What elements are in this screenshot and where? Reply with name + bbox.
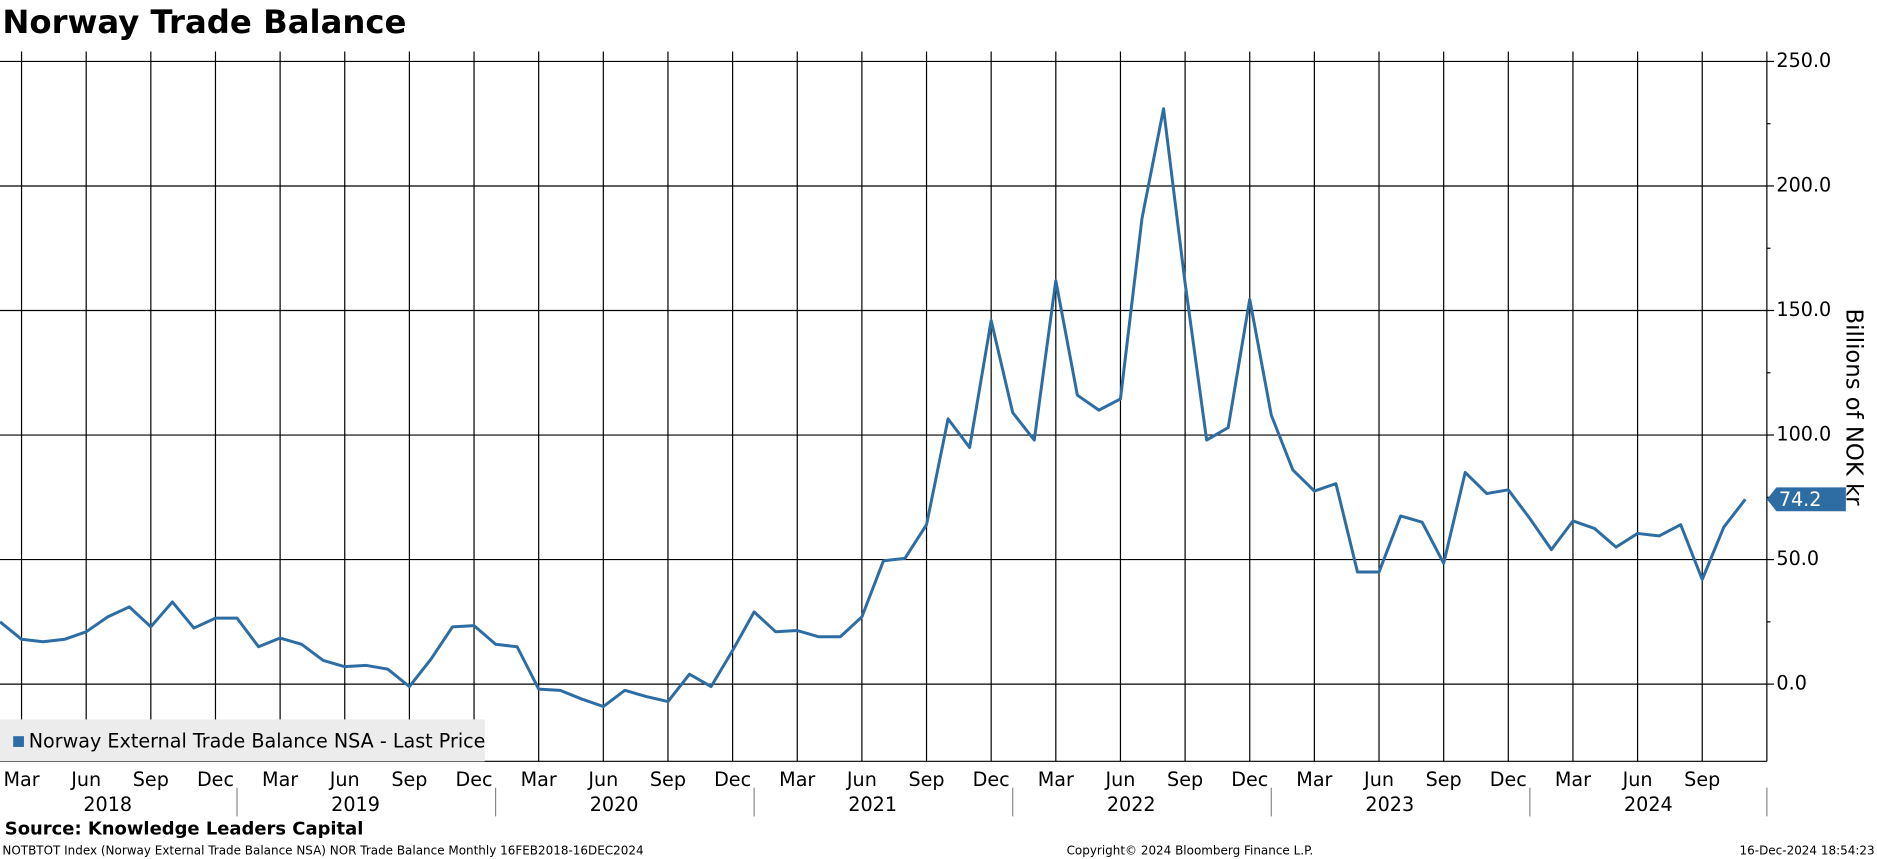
x-tick-label: Mar (779, 768, 815, 791)
footer-center: Copyright© 2024 Bloomberg Finance L.P. (1067, 844, 1314, 858)
y-tick-label: 50.0 (1776, 547, 1819, 570)
year-label: 2023 (1365, 793, 1414, 816)
x-tick-label: Mar (521, 768, 557, 791)
x-tick-label: Sep (1426, 768, 1462, 791)
x-tick-label: Dec (1490, 768, 1527, 791)
x-tick-label: Mar (1296, 768, 1332, 791)
x-tick-label: Jun (846, 768, 877, 791)
line-series (0, 107, 1747, 709)
x-tick-label: Dec (973, 768, 1010, 791)
x-tick-label: Jun (1104, 768, 1135, 791)
x-tick-label: Dec (456, 768, 493, 791)
year-label: 2018 (83, 793, 132, 816)
x-tick-label: Jun (587, 768, 618, 791)
year-label: 2024 (1624, 793, 1673, 816)
x-tick-label: Sep (391, 768, 427, 791)
x-tick-label: Dec (1231, 768, 1268, 791)
footer-right: 16-Dec-2024 18:54:23 (1740, 844, 1875, 858)
y-axis-label: Billions of NOK kr (1841, 309, 1867, 507)
x-tick-label: Sep (908, 768, 944, 791)
legend-swatch (13, 736, 24, 747)
footer-left: NOTBTOT Index (Norway External Trade Bal… (2, 844, 643, 858)
y-tick-label: 100.0 (1776, 423, 1831, 446)
x-tick-label: Dec (197, 768, 234, 791)
x-tick-label: Mar (1038, 768, 1074, 791)
y-tick-label: 150.0 (1776, 298, 1831, 321)
last-value-tag (1766, 487, 1846, 512)
x-tick-label: Jun (70, 768, 101, 791)
legend-box (0, 719, 485, 762)
legend-label: Norway External Trade Balance NSA - Last… (29, 730, 486, 753)
x-tick-label: Sep (1167, 768, 1203, 791)
x-tick-label: Dec (714, 768, 751, 791)
source: Source: Knowledge Leaders Capital (5, 819, 364, 840)
year-label: 2020 (590, 793, 639, 816)
x-tick-label: Jun (1622, 768, 1653, 791)
y-tick-label: 0.0 (1776, 672, 1806, 695)
x-tick-label: Jun (329, 768, 360, 791)
y-tick-label: 250.0 (1776, 49, 1831, 72)
x-tick-label: Sep (133, 768, 169, 791)
year-label: 2021 (848, 793, 897, 816)
x-tick-label: Mar (262, 768, 298, 791)
chart-title: Norway Trade Balance (2, 3, 406, 41)
x-tick-label: Mar (3, 768, 39, 791)
year-label: 2022 (1107, 793, 1156, 816)
x-tick-label: Mar (1555, 768, 1591, 791)
last-value-label: 74.2 (1779, 488, 1822, 511)
y-tick-label: 200.0 (1776, 173, 1831, 196)
x-tick-label: Sep (650, 768, 686, 791)
year-label: 2019 (331, 793, 380, 816)
x-tick-label: Sep (1684, 768, 1720, 791)
x-tick-label: Jun (1363, 768, 1394, 791)
